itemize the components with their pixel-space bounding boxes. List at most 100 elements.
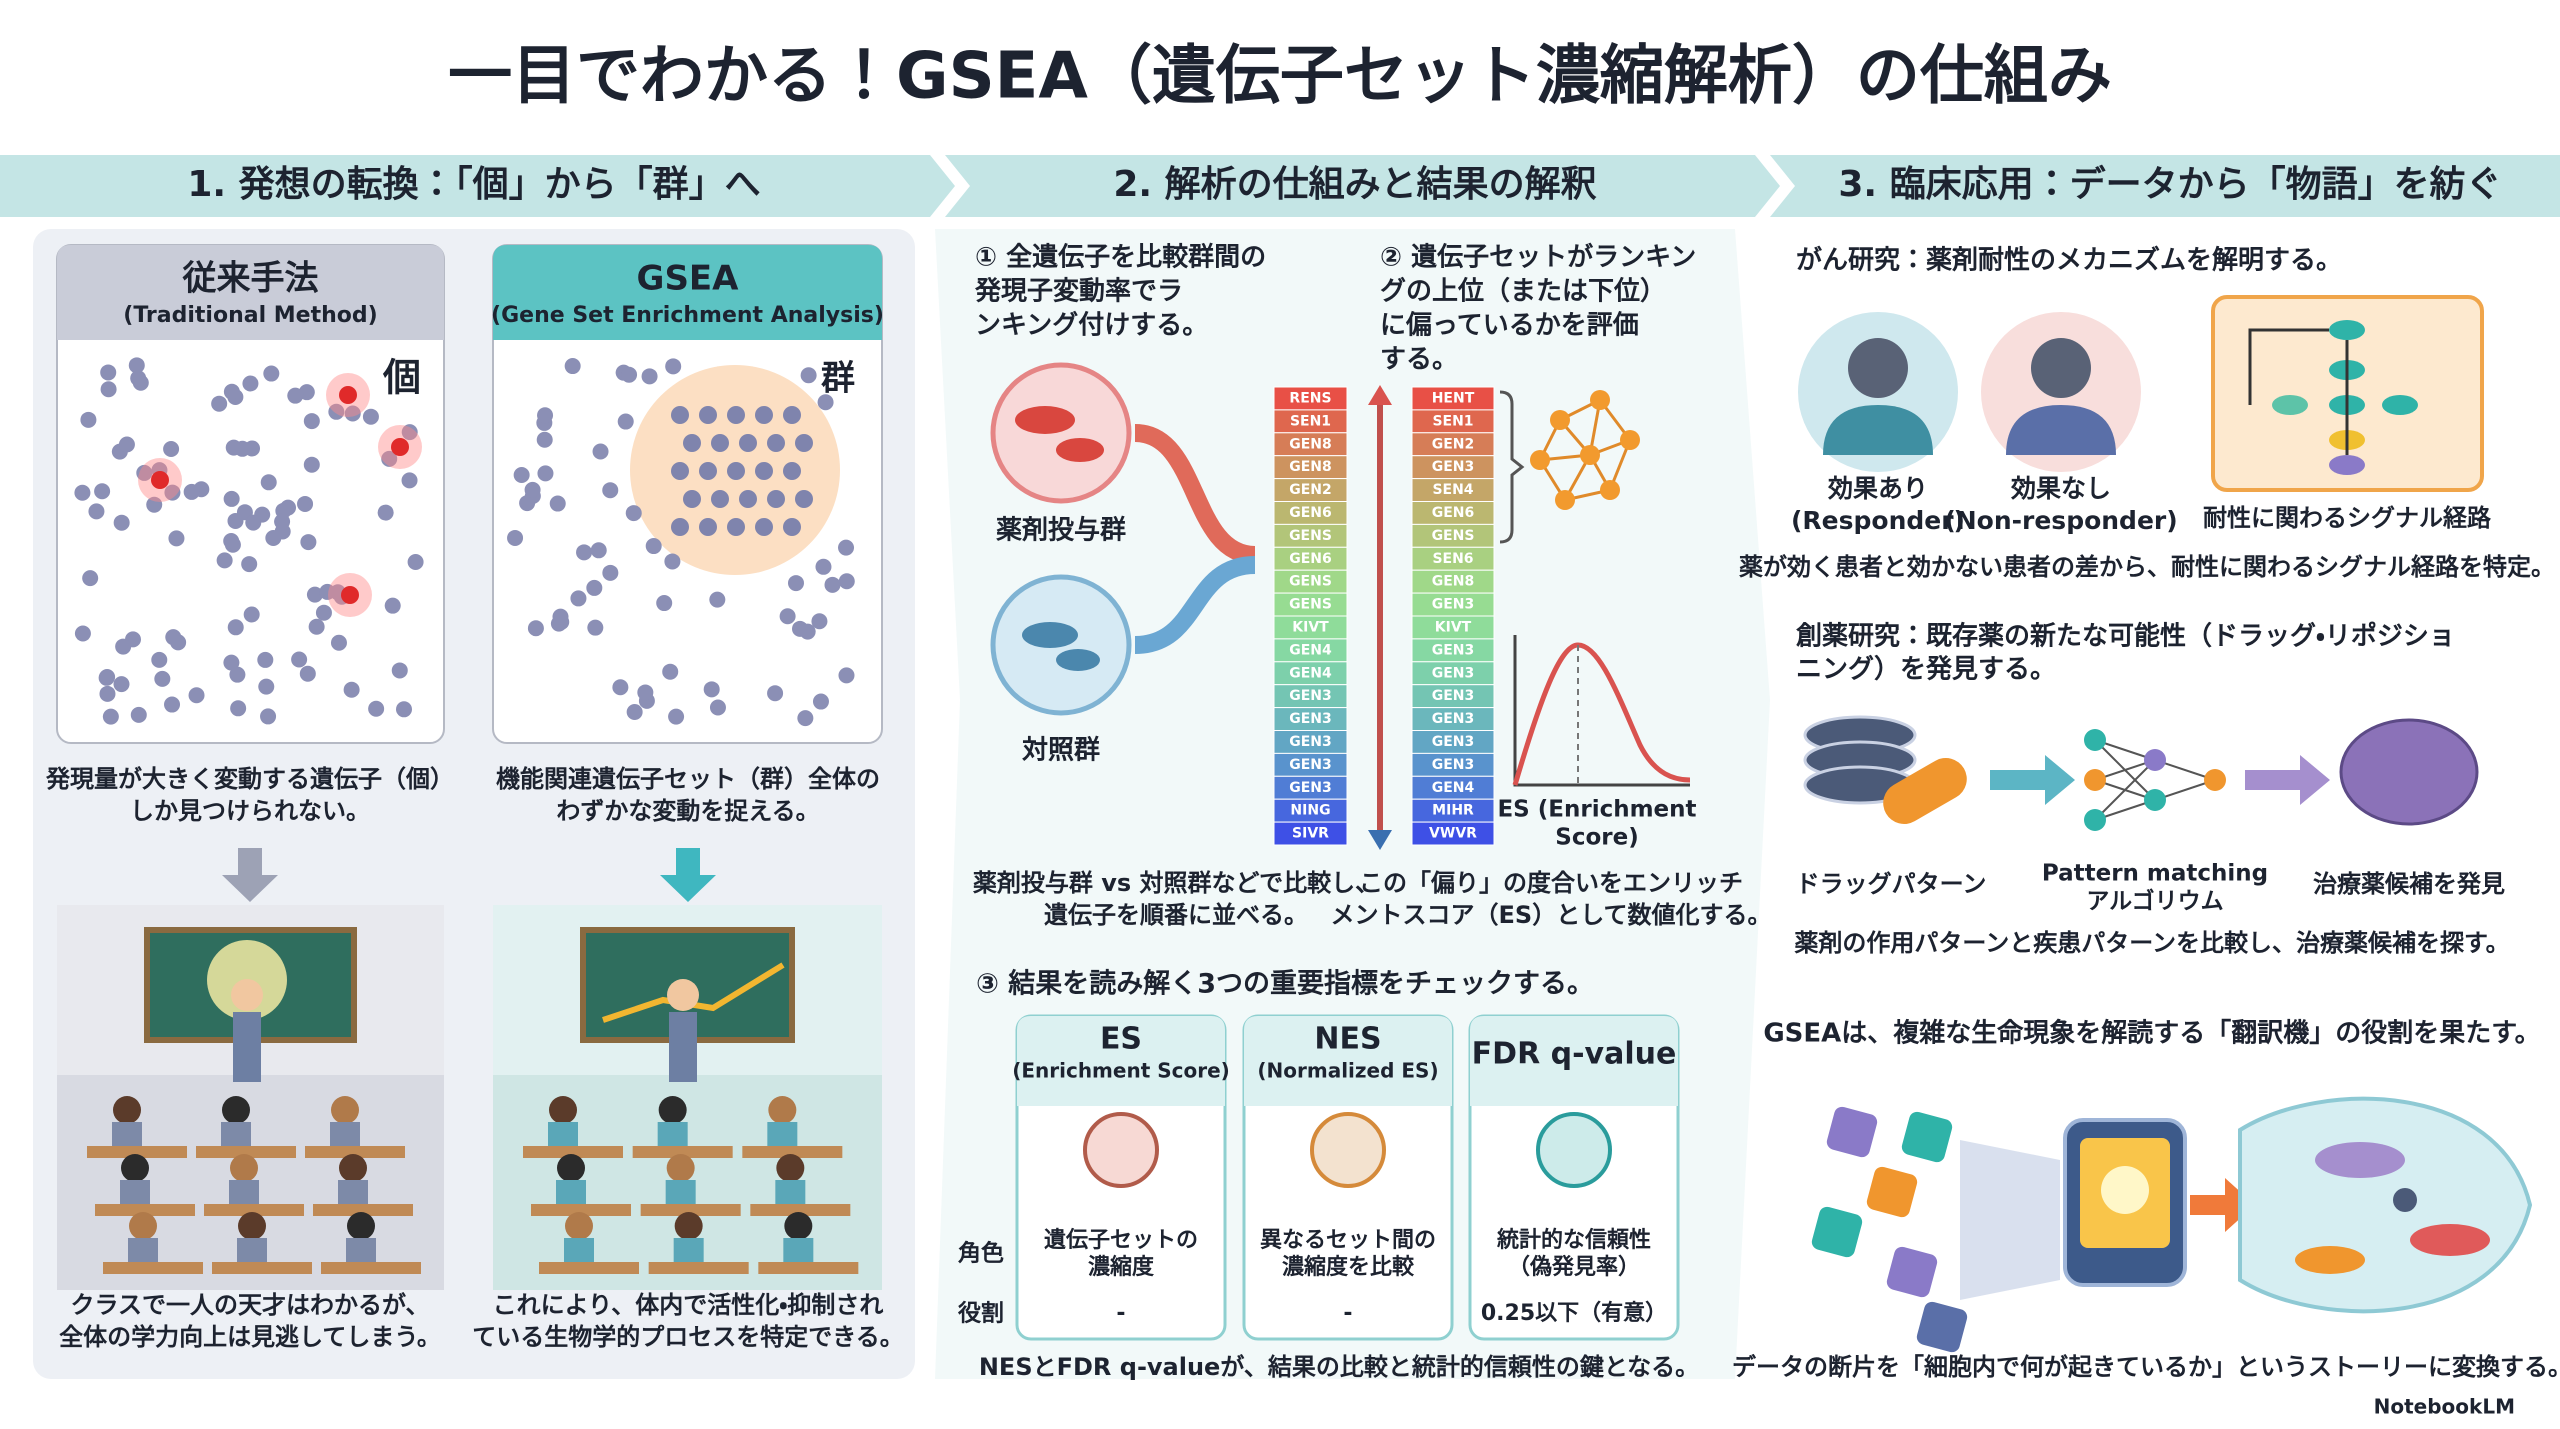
gene-dot [274, 523, 291, 540]
metric-threshold: - [1343, 1301, 1352, 1326]
caption: しか見つけられない。 [130, 797, 370, 825]
desk [103, 1262, 203, 1274]
gene-dot [82, 570, 99, 587]
set-dot [711, 434, 729, 452]
gene-dot [308, 618, 325, 635]
metric-role: 統計的な信頼性 [1496, 1227, 1651, 1253]
gene-dot [245, 514, 262, 531]
gene-dot [344, 405, 361, 422]
gene-dot [223, 533, 240, 550]
student-head [776, 1154, 805, 1182]
organelle [2410, 1224, 2490, 1256]
nn-node [2144, 789, 2166, 811]
gene-dot [330, 634, 347, 651]
set-dot [699, 518, 717, 536]
teacher-body [233, 1012, 261, 1082]
gene-label: GEN3 [1432, 665, 1475, 681]
gene-dot [229, 666, 246, 683]
pathway-node [2272, 395, 2308, 415]
row-label: 役割 [957, 1301, 1004, 1327]
student-head [658, 1096, 687, 1124]
pathway-node [2329, 455, 2365, 475]
gene-dot [637, 684, 654, 701]
set-dot [755, 518, 773, 536]
gene-dot [391, 662, 408, 679]
gene-label: HENT [1432, 391, 1475, 407]
network-node [1550, 410, 1570, 430]
desk [758, 1262, 859, 1274]
gene-label: GENS [1289, 597, 1332, 613]
student-head [549, 1096, 577, 1124]
desk [632, 1146, 733, 1158]
desk [313, 1204, 413, 1216]
gene-label: GEN6 [1289, 551, 1332, 567]
gene-dot [662, 663, 679, 680]
set-dot [727, 462, 745, 480]
gene-label: SEN4 [1432, 482, 1473, 498]
tag: 個 [382, 356, 421, 400]
student-head [331, 1096, 359, 1124]
student-head [129, 1212, 157, 1240]
gene-dot [552, 608, 569, 625]
gene-dot [291, 651, 308, 668]
section-heading: 3. 臨床応用：データから「物語」を紡ぐ [1838, 163, 2501, 205]
step-text: グの上位（または下位） [1380, 277, 1666, 307]
gene-dot [811, 613, 828, 630]
set-dot [795, 434, 813, 452]
gene-dot [407, 554, 424, 571]
gene-dot [146, 496, 163, 513]
gene-label: VWVR [1429, 826, 1477, 842]
set-dot [783, 406, 801, 424]
person-label: 効果なし [2010, 474, 2111, 503]
gene-dot [130, 370, 147, 387]
metric-threshold: 0.25以下（有意） [1481, 1300, 1667, 1326]
data-stream [1960, 1140, 2060, 1300]
gene-label: GEN6 [1289, 505, 1332, 521]
brand: NotebookLM [2374, 1395, 2515, 1419]
gene-dot [260, 708, 277, 725]
gene-dot [612, 679, 629, 696]
student-head [784, 1212, 813, 1240]
student-head [339, 1154, 367, 1182]
gene-dot [74, 484, 91, 501]
card-title: GSEA [637, 259, 740, 299]
topic-title: 創薬研究：既存薬の新たな可能性（ドラッグ・リポジショ [1796, 621, 2455, 652]
highlight-dot [391, 438, 409, 456]
gene-dot [234, 440, 251, 457]
puzzle-piece [1811, 1206, 1863, 1258]
gene-dot [838, 539, 855, 556]
gene-dot [118, 436, 135, 453]
gene-dot [280, 499, 297, 516]
student-head [557, 1154, 585, 1182]
tag: 群 [821, 359, 855, 399]
bracket [1499, 390, 1525, 544]
set-dot [727, 406, 745, 424]
down-arrow [660, 848, 716, 902]
down-arrow [222, 848, 278, 902]
section-heading: 1. 発想の転換：「個」から「群」へ [187, 164, 760, 205]
pathway-node [2382, 395, 2418, 415]
gene-dot [94, 483, 111, 500]
gene-dot [102, 708, 119, 725]
metric-role: 濃縮度 [1088, 1254, 1155, 1280]
desk [750, 1204, 851, 1216]
student-head [222, 1096, 250, 1124]
gene-dot [815, 558, 832, 575]
gene-dot [88, 503, 105, 520]
step-text: ンキング付けする。 [975, 311, 1208, 341]
caption: 発現量が大きく変動する遺伝子（個） [45, 765, 454, 793]
gene-dot [223, 490, 240, 507]
section-heading: 2. 解析の仕組みと結果の解釈 [1113, 164, 1596, 205]
gene-cell [1273, 821, 1348, 846]
gene-dot [377, 504, 394, 521]
highlight-dot [151, 471, 169, 489]
person-head [1848, 338, 1908, 398]
metric-name: NES [1314, 1022, 1381, 1057]
gene-label: GEN8 [1432, 574, 1475, 590]
caption: わずかな変動を捉える。 [556, 797, 819, 825]
metric-role: 濃縮度を比較 [1282, 1254, 1415, 1280]
dish [990, 362, 1132, 504]
gene-label: GENS [1289, 528, 1332, 544]
